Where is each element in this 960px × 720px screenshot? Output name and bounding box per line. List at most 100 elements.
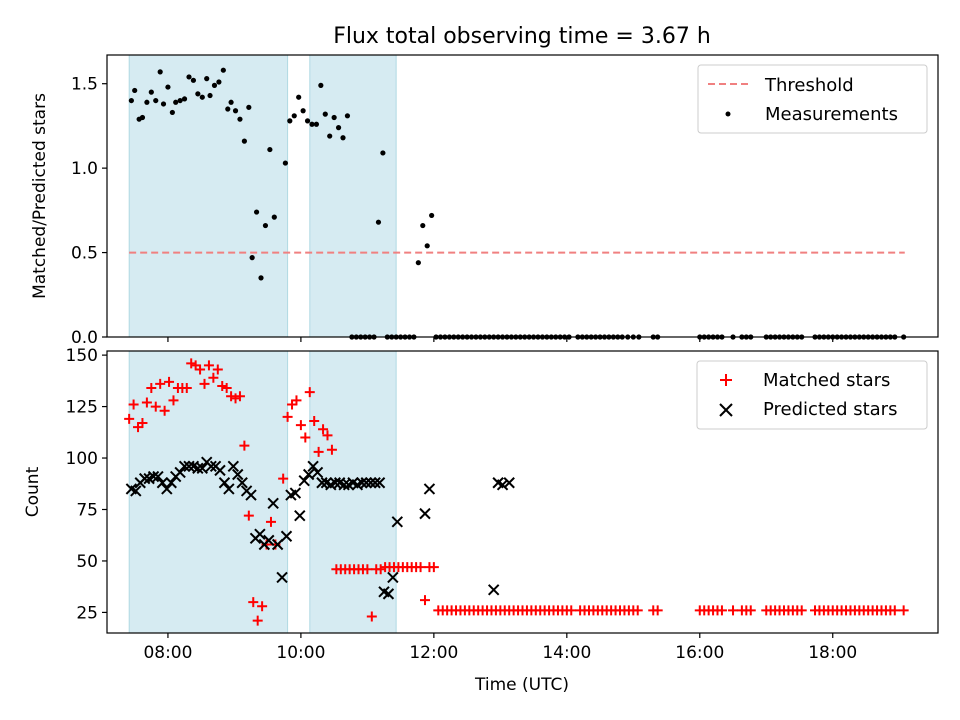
bottom-y-tick-label: 50	[76, 552, 98, 572]
predicted-star-marker	[156, 477, 169, 489]
predicted-star-marker	[138, 472, 151, 485]
measurement-point	[177, 97, 183, 104]
matched-star-marker	[326, 444, 337, 455]
predicted-star-marker	[382, 588, 395, 600]
matched-star-marker	[257, 601, 268, 612]
bottom-x-ticks: 08:00 10:00 12:00 14:00 16:00 18:00	[143, 633, 857, 663]
measurement-point	[375, 219, 382, 225]
x-tick-label: 12:00	[409, 643, 458, 663]
matched-star-marker	[221, 383, 232, 394]
top-y-tick-label: 0.5	[71, 244, 98, 264]
predicted-star-marker	[223, 483, 235, 495]
legend-predicted-swatch	[719, 403, 733, 417]
measurement-point	[313, 121, 320, 127]
measurement-point	[271, 214, 277, 220]
matched-star-marker	[234, 391, 245, 402]
matched-star-marker	[248, 597, 259, 608]
measurement-point	[327, 133, 333, 139]
predicted-star-marker	[254, 528, 266, 540]
measurement-point	[165, 84, 171, 90]
measurement-point	[237, 116, 243, 122]
measurement-point	[253, 209, 260, 215]
top-y-axis-label: Matched/Predicted stars	[30, 93, 50, 299]
measurement-point	[304, 118, 311, 124]
measurement-point	[322, 111, 328, 117]
top-axes-frame	[106, 54, 939, 338]
measurement-point	[267, 146, 273, 153]
measurement-point	[169, 109, 175, 116]
matched-star-marker	[415, 562, 426, 573]
predicted-star-marker	[419, 507, 431, 520]
matched-star-marker	[208, 372, 219, 383]
measurement-point	[249, 255, 255, 261]
bottom-y-axis-label: Count	[23, 466, 43, 517]
predicted-star-marker	[298, 474, 310, 487]
top-y-tick-label: 1.0	[71, 159, 98, 179]
shaded-interval-2	[309, 54, 397, 338]
legend-measurements-swatch	[725, 111, 731, 117]
shaded-interval-1	[128, 350, 289, 634]
predicted-star-marker	[391, 516, 404, 528]
top-shaded-intervals	[128, 54, 397, 338]
legend-matched-label: Matched stars	[763, 370, 890, 391]
measurement-point	[262, 222, 269, 229]
measurement-point	[160, 101, 167, 107]
matched-star-marker	[203, 360, 214, 371]
measurement-point	[318, 82, 324, 88]
legend-predicted-label: Predicted stars	[763, 399, 897, 420]
bottom-y-tick-label: 100	[66, 449, 98, 469]
measurement-point	[300, 108, 306, 114]
legend-matched-swatch	[720, 374, 732, 386]
matched-star-marker	[146, 383, 157, 394]
predicted-star-marker	[192, 462, 204, 475]
bottom-legend-box	[696, 360, 928, 430]
measurement-point	[282, 160, 288, 166]
predicted-star-marker	[276, 571, 288, 584]
predicted-star-marker	[311, 466, 324, 479]
measurement-point	[258, 275, 264, 281]
predicted-star-marker	[183, 460, 195, 472]
measurement-point	[228, 99, 234, 105]
bottom-shaded-intervals	[128, 350, 397, 634]
measurement-point	[211, 82, 218, 88]
predicted-star-marker	[496, 479, 509, 491]
predicted-star-marker	[423, 483, 436, 495]
matched-star-marker	[566, 605, 577, 616]
measurement-point	[309, 121, 315, 127]
matched-star-marker	[164, 376, 175, 387]
matched-star-marker	[318, 424, 329, 435]
predicted-star-marker	[147, 470, 160, 483]
matched-star-marker	[300, 432, 311, 443]
bottom-y-tick-label: 75	[76, 500, 98, 520]
measurement-point	[139, 114, 146, 121]
predicted-star-marker	[373, 477, 386, 489]
bottom-y-tick-label: 25	[76, 603, 98, 623]
predicted-star-marker	[280, 530, 293, 542]
top-legend: Threshold Measurements	[697, 64, 928, 134]
bottom-panel: 25 50 75 100 125 150 08:00 10:00 12:00 14:00 16:0…	[23, 346, 939, 695]
matched-star-marker	[128, 399, 139, 410]
matched-star-marker	[239, 440, 250, 451]
measurement-point	[429, 212, 435, 219]
measurement-point	[204, 76, 210, 82]
predicted-star-marker	[307, 460, 319, 472]
matched-star-marker	[304, 387, 315, 398]
predicted-star-marker	[130, 485, 142, 497]
measurement-point	[157, 69, 163, 75]
measurement-point	[424, 243, 430, 249]
matched-star-marker	[366, 611, 377, 622]
measurement-point	[340, 135, 346, 141]
measurement-point	[144, 99, 150, 105]
measurement-point	[220, 67, 226, 73]
matched-star-marker	[652, 605, 663, 616]
matched-star-marker	[796, 605, 807, 616]
measurement-point	[296, 94, 302, 100]
matched-star-marker	[295, 420, 306, 431]
matched-star-marker	[278, 473, 289, 484]
predicted-star-marker	[316, 477, 328, 489]
bottom-axes-frame	[106, 350, 939, 634]
measurement-point	[132, 87, 138, 94]
measurement-point	[181, 96, 188, 102]
matched-star-marker	[265, 516, 276, 527]
